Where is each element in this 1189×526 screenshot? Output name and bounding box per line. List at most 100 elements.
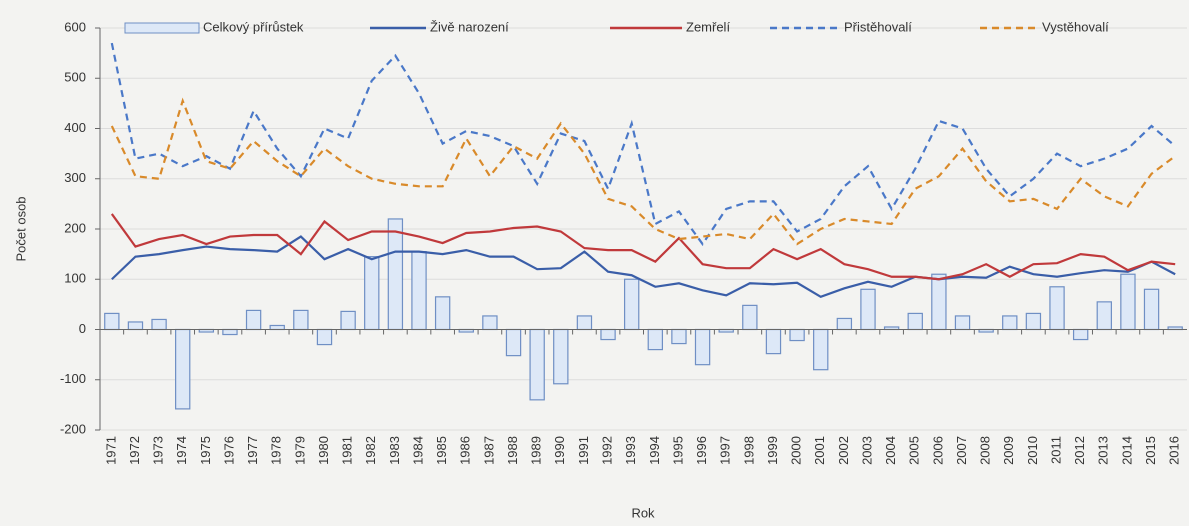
x-tick-label: 2007 <box>954 436 969 465</box>
bar <box>789 328 805 342</box>
y-tick-label: -200 <box>60 421 86 436</box>
x-tick-label: 1978 <box>269 436 284 465</box>
x-tick-label: 1972 <box>127 436 142 465</box>
bar <box>813 328 829 371</box>
bar <box>364 256 380 331</box>
x-tick-label: 2015 <box>1143 436 1158 465</box>
x-tick-label: 2013 <box>1096 436 1111 465</box>
y-tick-label: -100 <box>60 371 86 386</box>
bar <box>765 328 782 355</box>
bar <box>694 328 711 366</box>
x-tick-label: 1981 <box>340 436 355 465</box>
x-tick-label: 1986 <box>458 436 473 465</box>
x-tick-label: 1994 <box>647 436 662 465</box>
x-tick-label: 1998 <box>741 436 756 465</box>
bar <box>623 278 640 331</box>
line <box>110 213 1176 281</box>
bar <box>293 309 309 331</box>
bar <box>104 312 120 331</box>
x-tick-label: 1999 <box>765 436 780 465</box>
legend-label: Vystěhovalí <box>1042 19 1109 34</box>
bar <box>482 315 498 331</box>
x-tick-label: 2010 <box>1025 436 1040 465</box>
x-tick-label: 2000 <box>789 436 804 465</box>
x-tick-label: 1975 <box>198 436 213 465</box>
bar <box>529 328 545 401</box>
line <box>110 97 1176 246</box>
bar <box>671 328 687 345</box>
x-tick-label: 2011 <box>1048 436 1063 464</box>
x-tick-label: 2014 <box>1119 436 1134 465</box>
x-tick-label: 2006 <box>930 436 945 465</box>
bar <box>1096 301 1112 331</box>
x-tick-label: 1973 <box>151 436 166 465</box>
bar <box>576 315 593 331</box>
x-tick-label: 1985 <box>434 436 449 465</box>
legend-label: Přistěhovalí <box>844 19 912 34</box>
bar <box>316 328 333 346</box>
y-tick-label: 400 <box>64 120 86 135</box>
line <box>110 42 1176 246</box>
bar <box>151 318 167 331</box>
bar <box>836 317 853 331</box>
x-tick-label: 2009 <box>1001 436 1016 465</box>
line <box>111 235 1176 299</box>
y-tick-label: 100 <box>64 271 86 286</box>
x-tick-label: 2005 <box>907 436 922 465</box>
x-tick-label: 1980 <box>316 436 331 465</box>
bar <box>340 310 356 331</box>
y-tick-label: 600 <box>64 19 86 34</box>
x-tick-label: 1987 <box>481 436 496 465</box>
y-tick-label: 500 <box>64 70 86 85</box>
x-tick-label: 1988 <box>505 436 520 465</box>
x-tick-label: 1982 <box>363 436 378 465</box>
bar <box>1002 315 1018 331</box>
y-tick-label: 200 <box>64 220 86 235</box>
y-axis-label: Počet osob <box>13 196 28 261</box>
x-tick-label: 1976 <box>221 436 236 465</box>
bar <box>175 328 191 410</box>
bar <box>954 315 971 331</box>
bar <box>269 324 285 331</box>
bar <box>434 296 451 331</box>
bar <box>1049 286 1065 331</box>
legend-label: Celkový přírůstek <box>203 19 304 34</box>
bar <box>1143 288 1160 331</box>
x-tick-label: 1977 <box>245 436 260 465</box>
y-tick-label: 0 <box>79 321 86 336</box>
x-tick-label: 2012 <box>1072 436 1087 465</box>
bar <box>860 288 876 331</box>
legend-label: Zemřelí <box>686 19 730 34</box>
x-tick-label: 1990 <box>552 436 567 465</box>
bar <box>387 218 404 331</box>
x-tick-label: 1989 <box>529 436 544 465</box>
bar <box>245 309 262 331</box>
x-tick-label: 1991 <box>576 436 591 465</box>
bar <box>907 312 923 331</box>
x-tick-label: 2008 <box>978 436 993 465</box>
x-tick-label: 1984 <box>410 436 425 465</box>
bar <box>742 304 758 331</box>
x-tick-label: 1979 <box>292 436 307 465</box>
bar <box>600 328 616 341</box>
bar <box>222 328 238 336</box>
x-tick-label: 2004 <box>883 436 898 465</box>
bar <box>647 328 664 351</box>
bar <box>1025 312 1042 331</box>
bar <box>931 273 947 331</box>
x-tick-label: 1997 <box>718 436 733 465</box>
bar <box>553 328 569 385</box>
bar <box>411 251 427 331</box>
x-tick-label: 1971 <box>103 436 118 465</box>
x-tick-label: 1996 <box>694 436 709 465</box>
x-tick-label: 1993 <box>623 436 638 465</box>
x-tick-label: 1983 <box>387 436 402 465</box>
x-tick-label: 2016 <box>1167 436 1182 465</box>
x-tick-label: 2002 <box>836 436 851 465</box>
x-tick-label: 2001 <box>812 436 827 465</box>
bar <box>1120 273 1136 331</box>
bar <box>1072 328 1089 341</box>
bar <box>127 321 144 331</box>
x-axis-label: Rok <box>631 505 655 520</box>
